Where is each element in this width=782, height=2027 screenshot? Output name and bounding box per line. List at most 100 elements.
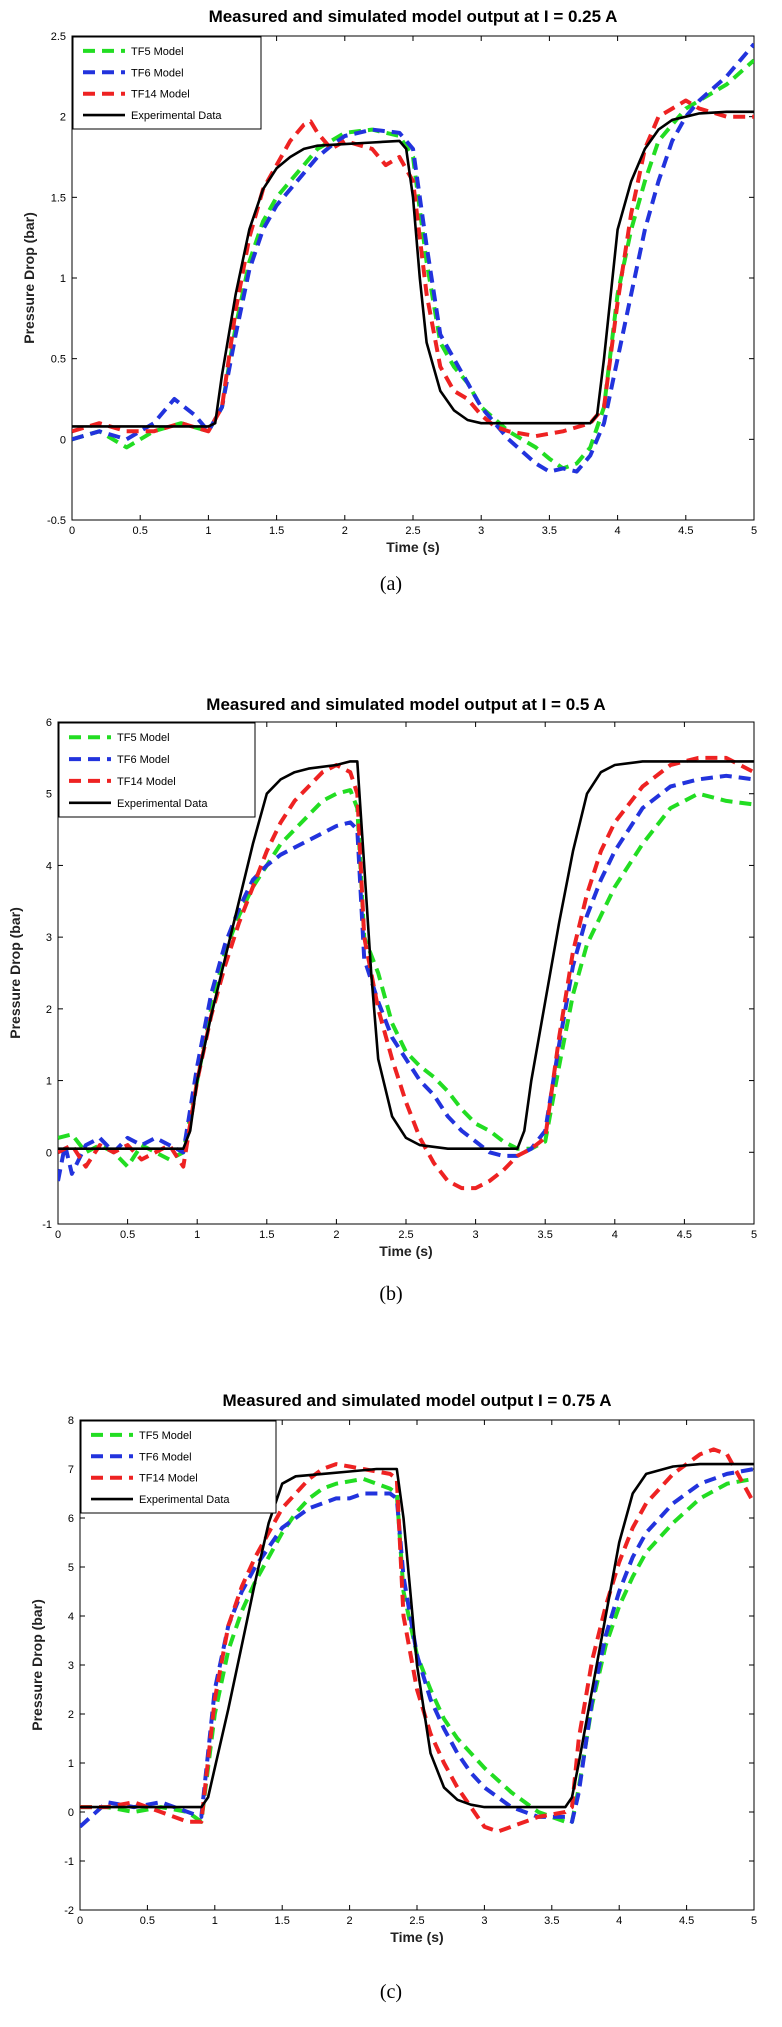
y-tick-label: 2 [68, 1709, 74, 1721]
x-tick-label: 3 [473, 1229, 479, 1241]
series-group [80, 1447, 754, 1834]
chart-2: Measured and simulated model output at I… [7, 695, 757, 1305]
y-tick-label: -0.5 [47, 515, 66, 527]
legend-label: Experimental Data [117, 798, 208, 810]
y-tick-label: 4 [46, 860, 52, 872]
y-tick-label: 6 [46, 717, 52, 729]
x-tick-label: 0.5 [120, 1229, 135, 1241]
y-tick-label: -1 [64, 1856, 74, 1868]
y-tick-label: 6 [68, 1513, 74, 1525]
series-line-tf6-model [80, 1467, 754, 1829]
y-tick-label: 0 [46, 1147, 52, 1159]
x-tick-label: 2 [333, 1229, 339, 1241]
series-line-experimental-data [58, 760, 754, 1150]
y-tick-label: 2.5 [51, 31, 66, 43]
x-tick-label: 5 [751, 1229, 757, 1241]
x-tick-label: 2.5 [405, 525, 420, 537]
x-tick-label: 3.5 [544, 1915, 559, 1927]
y-tick-label: 0 [68, 1807, 74, 1819]
y-tick-label: 7 [68, 1464, 74, 1476]
y-tick-label: 0 [60, 434, 66, 446]
y-axis-label: Pressure Drop (bar) [21, 212, 37, 343]
x-axis-label: Time (s) [390, 1929, 443, 1945]
legend: TF5 Model TF6 Model TF14 Model Experimental… [72, 36, 262, 130]
figure-caption: (c) [380, 1981, 402, 2003]
legend-label: TF5 Model [139, 1430, 192, 1442]
x-tick-label: 3.5 [538, 1229, 553, 1241]
series-line-tf6-model [72, 42, 754, 474]
x-tick-label: 4 [612, 1229, 618, 1241]
y-tick-label: 2 [46, 1004, 52, 1016]
y-tick-label: -2 [64, 1905, 74, 1917]
x-tick-label: 3 [478, 525, 484, 537]
x-tick-label: 3 [481, 1915, 487, 1927]
x-tick-label: 1.5 [275, 1915, 290, 1927]
legend: TF5 Model TF6 Model TF14 Model Experimental… [58, 722, 256, 818]
x-tick-label: 0 [77, 1915, 83, 1927]
x-tick-label: 0.5 [140, 1915, 155, 1927]
y-tick-label: 1 [46, 1076, 52, 1088]
x-tick-label: 2 [347, 1915, 353, 1927]
figure-caption: (b) [379, 1283, 402, 1305]
x-tick-label: 4 [616, 1915, 622, 1927]
chart-title: Measured and simulated model output I = … [222, 1391, 611, 1410]
x-tick-label: 1.5 [269, 525, 284, 537]
x-tick-label: 1 [194, 1229, 200, 1241]
x-tick-label: 4.5 [678, 525, 693, 537]
y-tick-label: 8 [68, 1415, 74, 1427]
legend-label: TF5 Model [131, 46, 184, 58]
legend-label: TF14 Model [117, 776, 176, 788]
y-tick-label: 3 [68, 1660, 74, 1672]
chart-title: Measured and simulated model output at I… [206, 695, 605, 714]
y-tick-label: 3 [46, 932, 52, 944]
chart-1: Measured and simulated model output at I… [21, 7, 757, 595]
legend-label: TF6 Model [117, 754, 170, 766]
x-tick-label: 2 [342, 525, 348, 537]
series-group [58, 755, 754, 1191]
legend-label: TF14 Model [139, 1473, 198, 1485]
y-tick-label: 1 [60, 273, 66, 285]
legend-label: TF5 Model [117, 732, 170, 744]
chart-title: Measured and simulated model output at I… [209, 7, 618, 26]
series-line-tf6-model [58, 773, 754, 1182]
x-tick-label: 3.5 [542, 525, 557, 537]
x-tick-label: 2.5 [398, 1229, 413, 1241]
legend: TF5 Model TF6 Model TF14 Model Experimental… [80, 1420, 277, 1514]
legend-label: Experimental Data [139, 1494, 230, 1506]
x-tick-label: 5 [751, 1915, 757, 1927]
x-tick-label: 4.5 [679, 1915, 694, 1927]
legend-label: TF6 Model [139, 1451, 192, 1463]
y-tick-label: 5 [68, 1562, 74, 1574]
x-tick-label: 0 [55, 1229, 61, 1241]
legend-label: TF14 Model [131, 89, 190, 101]
x-tick-label: 1 [212, 1915, 218, 1927]
y-tick-label: 1.5 [51, 192, 66, 204]
y-tick-label: 1 [68, 1758, 74, 1770]
legend-label: TF6 Model [131, 67, 184, 79]
series-group [72, 42, 754, 474]
x-tick-label: 2.5 [409, 1915, 424, 1927]
x-axis-label: Time (s) [379, 1243, 432, 1259]
x-tick-label: 0 [69, 525, 75, 537]
y-axis-label: Pressure Drop (bar) [29, 1599, 45, 1730]
y-tick-label: 2 [60, 112, 66, 124]
y-tick-label: 5 [46, 789, 52, 801]
x-tick-label: 0.5 [133, 525, 148, 537]
y-tick-label: -1 [42, 1219, 52, 1231]
x-tick-label: 1.5 [259, 1229, 274, 1241]
series-line-experimental-data [80, 1462, 754, 1809]
figure-caption: (a) [380, 573, 402, 595]
x-tick-label: 4.5 [677, 1229, 692, 1241]
series-line-tf14-model [80, 1447, 754, 1834]
legend-label: Experimental Data [131, 110, 222, 122]
series-line-tf14-model [72, 98, 754, 439]
y-tick-label: 0.5 [51, 354, 66, 366]
x-tick-label: 1 [205, 525, 211, 537]
chart-3: Measured and simulated model output I = … [29, 1391, 757, 2003]
y-axis-label: Pressure Drop (bar) [7, 907, 23, 1038]
x-axis-label: Time (s) [386, 539, 439, 555]
series-line-experimental-data [72, 110, 754, 428]
x-tick-label: 4 [615, 525, 621, 537]
x-tick-label: 5 [751, 525, 757, 537]
